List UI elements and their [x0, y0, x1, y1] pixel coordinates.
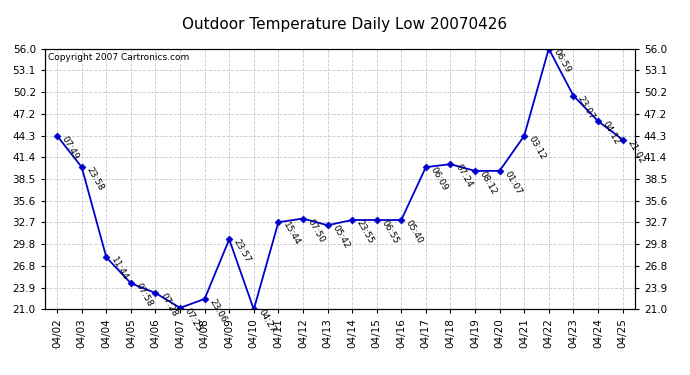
Text: 06:55: 06:55: [380, 219, 400, 246]
Text: 15:44: 15:44: [281, 221, 302, 248]
Text: 07:24: 07:24: [453, 163, 474, 189]
Text: 06:09: 06:09: [428, 166, 449, 193]
Text: Outdoor Temperature Daily Low 20070426: Outdoor Temperature Daily Low 20070426: [182, 17, 508, 32]
Text: 23:07: 23:07: [576, 94, 597, 121]
Text: 05:42: 05:42: [331, 224, 351, 251]
Text: 07:49: 07:49: [60, 135, 81, 161]
Text: 07:28: 07:28: [158, 292, 179, 318]
Text: 07:50: 07:50: [306, 217, 326, 244]
Text: 23:06: 23:06: [208, 297, 228, 324]
Text: 04:27: 04:27: [257, 308, 277, 334]
Text: 07:25: 07:25: [183, 306, 204, 333]
Text: 11:44: 11:44: [109, 256, 130, 282]
Text: 07:58: 07:58: [134, 282, 155, 309]
Text: 23:55: 23:55: [355, 219, 375, 245]
Text: 23:57: 23:57: [232, 238, 253, 265]
Text: 03:12: 03:12: [527, 135, 548, 161]
Text: 04:12: 04:12: [601, 120, 621, 146]
Text: Copyright 2007 Cartronics.com: Copyright 2007 Cartronics.com: [48, 53, 189, 62]
Text: 23:58: 23:58: [84, 166, 105, 192]
Text: 06:59: 06:59: [551, 47, 572, 74]
Text: 08:12: 08:12: [477, 170, 498, 196]
Text: 21:02: 21:02: [625, 138, 646, 165]
Text: 05:40: 05:40: [404, 219, 425, 245]
Text: 01:07: 01:07: [502, 170, 523, 196]
